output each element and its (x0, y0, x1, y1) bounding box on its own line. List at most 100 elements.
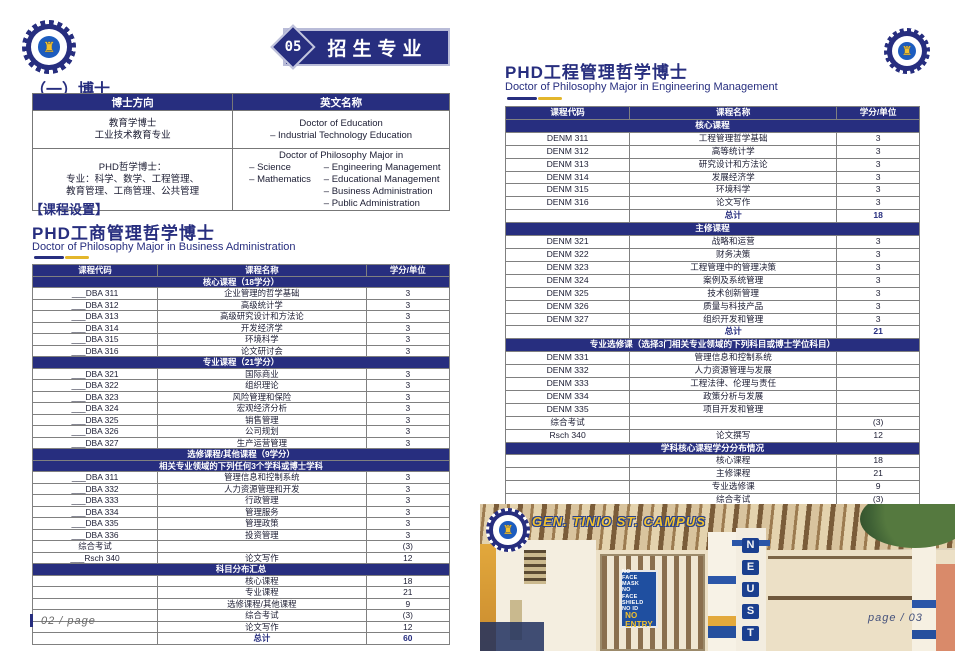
castle-emblem-icon: ♜ (42, 39, 56, 55)
table-cell (504, 454, 631, 469)
table-cell: 3 (836, 196, 920, 211)
table-row: ___DBA 336 投资管理 3 (31, 528, 451, 541)
text-line: T (742, 626, 759, 641)
table-header-row: 课程代码 课程名称 学分/单位 (504, 106, 920, 120)
table-cell: DENM 335 (504, 402, 631, 417)
table-cell: DENM 321 (504, 235, 631, 249)
table-cell: 9 (836, 480, 920, 495)
table-row: ___DBA 314 开发经济学 3 (31, 321, 451, 334)
table-cell: 12 (836, 428, 920, 443)
table-cell: DENM 326 (504, 299, 631, 314)
table-cell: 政策分析与发展 (629, 389, 838, 404)
table-cell: 国际商业 (157, 367, 367, 380)
table-cell: 选修课程/其他课程 (157, 597, 367, 610)
column-header: 学分/单位 (836, 106, 920, 120)
table-cell: ___DBA 336 (31, 528, 159, 541)
photo-sliding-gate (768, 556, 912, 651)
table-cell: 行政管理 (157, 494, 367, 507)
table-cell: DENM 332 (504, 364, 631, 379)
table-cell: 论文写作 (157, 551, 367, 564)
table-cell: ___DBA 312 (31, 298, 159, 311)
text-line: – Industrial Technology Education (270, 129, 413, 141)
section-header-cell: 相关专业领域的下列任何3个学科或博士学科 (32, 459, 450, 472)
table-cell: 销售管理 (157, 413, 367, 426)
table-cell: DENM 333 (504, 377, 631, 391)
table-row: DENM 313 研究设计和方法论 3 (504, 157, 920, 172)
table-cell: 公司规划 (157, 425, 367, 438)
table-cell: 总计 (629, 209, 838, 224)
table-cell: 3 (836, 170, 920, 185)
table-cell: ___DBA 333 (31, 494, 159, 507)
text-line: NO (622, 587, 631, 594)
table-cell: 总计 (629, 325, 838, 340)
table-cell: 企业管理的哲学基础 (157, 287, 367, 300)
section-header-cell: 主修课程 (505, 222, 920, 237)
table-cell: 综合考试 (157, 609, 367, 622)
table-cell: 高级研究设计和方法论 (157, 310, 367, 323)
table-cell: 3 (365, 402, 451, 415)
table-cell: (3) (365, 540, 451, 553)
section-header-cell: 专业选修课（选择3门相关专业领域的下列科目或博士学位科目） (505, 338, 920, 353)
table-cell: 案例及系统管理 (629, 273, 838, 288)
majors-column-2: – Engineering Management – Educational Ma… (324, 162, 449, 210)
table-row: 总计 21 (504, 325, 920, 340)
table-cell: ___DBA 323 (31, 390, 159, 403)
table-cell: 3 (365, 494, 451, 507)
table-row: ___DBA 313 高级研究设计和方法论 3 (31, 310, 451, 323)
table-row: ___DBA 312 高级统计学 3 (31, 298, 451, 311)
table-cell: 3 (365, 413, 451, 426)
dba-program-subtitle: Doctor of Philosophy Major in Business A… (32, 241, 296, 253)
table-row: DENM 315 环境科学 3 (504, 183, 920, 198)
text-line: 教育学博士 (108, 117, 157, 129)
photo-pillar-blue-stripe (708, 626, 742, 638)
table-cell: 宏观经济分析 (157, 402, 367, 415)
table-cell: 专业选修课 (629, 480, 838, 495)
text-line: E (742, 560, 759, 575)
table-row: 核心课程 18 (504, 454, 920, 469)
table-cell: 3 (365, 333, 451, 346)
photo-pillar-blue-stripe (912, 600, 936, 608)
table-row: 专业课程 21 (31, 586, 451, 599)
table-cell: 21 (836, 325, 920, 340)
table-row: ___DBA 332 人力资源管理和开发 3 (31, 482, 451, 495)
table-row: DENM 333 工程法律、伦理与责任 (504, 377, 920, 391)
table-cell: 高等统计学 (629, 144, 838, 159)
text-line: – Public Administration (323, 197, 420, 209)
table-cell: ___Rsch 340 (31, 551, 159, 564)
table-row: 综合考试 (3) (31, 609, 451, 622)
table-cell: 18 (836, 209, 920, 224)
table-cell (31, 632, 159, 645)
table-cell: ___DBA 311 (31, 471, 159, 484)
table-row: 选修课程/其他课程 9 (31, 597, 451, 610)
column-header: 课程名称 (629, 106, 838, 120)
table-cell: ___DBA 325 (31, 413, 159, 426)
dba-course-table: 课程代码 课程名称 学分/单位 核心课程（18学分） ___DBA 311 企业管理的哲学… (31, 264, 451, 645)
table-row: 核心课程 18 (31, 574, 451, 587)
table-cell: 3 (836, 131, 920, 146)
table-row: ___DBA 335 管理政策 3 (31, 517, 451, 530)
table-cell: 3 (836, 273, 920, 288)
table-row: DENM 335 项目开发和管理 (504, 402, 920, 417)
degree-english-cell: Doctor of Philosophy Major in – Science –… (232, 148, 450, 211)
table-row: ___DBA 323 风险管理和保险 3 (31, 390, 451, 403)
column-header: 学分/单位 (365, 264, 451, 277)
table-cell: 管理政策 (157, 517, 367, 530)
table-cell: 投资管理 (157, 528, 367, 541)
table-cell (504, 209, 631, 224)
table-cell: 论文撰写 (629, 428, 838, 443)
column-header: 博士方向 (31, 93, 234, 111)
table-row: DENM 324 案例及系统管理 3 (504, 273, 920, 288)
text-line: S (742, 604, 759, 619)
seal-core: ♜ (499, 521, 517, 539)
table-cell: 3 (836, 312, 920, 327)
table-cell: DENM 322 (504, 247, 631, 262)
table-cell: ___DBA 327 (31, 436, 159, 449)
table-cell: 论文研讨会 (157, 344, 367, 357)
table-row: 主修课程 21 (504, 467, 920, 482)
table-cell: 21 (836, 467, 920, 482)
table-row: 选修课程/其他课程（9学分） (32, 448, 450, 461)
table-row: DENM 334 政策分析与发展 (504, 389, 920, 404)
text-line: NO (625, 611, 638, 621)
table-cell: 主修课程 (629, 467, 838, 482)
table-cell: 专业课程 (157, 586, 367, 599)
